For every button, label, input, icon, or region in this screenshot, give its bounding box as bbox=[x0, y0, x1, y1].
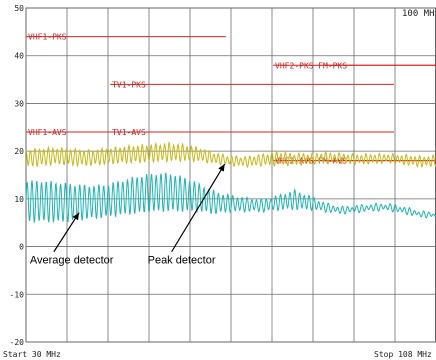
average-detector-trace bbox=[25, 172, 436, 224]
annotation-arrow-line bbox=[171, 163, 226, 253]
limit-line-label: VHF1-PKS bbox=[28, 33, 67, 42]
corner-frequency-label: 100 MHz bbox=[402, 9, 436, 19]
y-tick-label: 40 bbox=[14, 52, 24, 61]
y-tick-label: 30 bbox=[14, 99, 24, 108]
annotation-arrow-line bbox=[53, 212, 80, 253]
y-tick-label: 10 bbox=[14, 195, 24, 204]
y-tick-label: 0 bbox=[19, 243, 24, 252]
limit-line-label: TV1-PKS bbox=[112, 80, 146, 89]
x-start-label: Start 30 MHz bbox=[3, 350, 61, 359]
annotation-label: Average detector bbox=[30, 255, 114, 267]
y-tick-label: -20 bbox=[10, 338, 25, 347]
limit-line-label: VHF2-PKS bbox=[275, 61, 314, 70]
annotations: Average detector Peak detector bbox=[30, 163, 226, 267]
grid bbox=[25, 7, 436, 343]
annotation-label: Peak detector bbox=[148, 255, 216, 267]
y-tick-label: 20 bbox=[14, 147, 24, 156]
x-stop-label: Stop 108 MHz bbox=[374, 350, 432, 359]
annotation-arrow-head bbox=[218, 164, 225, 172]
series-traces bbox=[25, 141, 436, 224]
limit-line-label: VHF1-AVS bbox=[28, 128, 67, 137]
y-tick-label: 50 bbox=[14, 4, 24, 13]
annotation-arrow-head bbox=[72, 212, 80, 221]
limit-line-label: VHF2-AVS bbox=[275, 157, 314, 166]
peak-detector-trace bbox=[25, 141, 436, 169]
axis-labels: 50 40 30 20 10 0 -10 -20 bbox=[10, 4, 25, 347]
limit-line-label: FM-PKS bbox=[318, 61, 347, 70]
y-tick-label: -10 bbox=[10, 290, 25, 299]
limit-line-label: TV1-AVS bbox=[112, 128, 146, 137]
